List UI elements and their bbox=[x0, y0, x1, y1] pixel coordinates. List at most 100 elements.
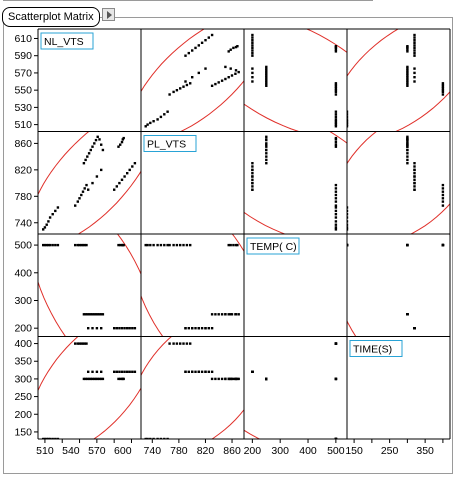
data-point bbox=[85, 342, 88, 345]
data-point bbox=[85, 243, 88, 247]
density-ellipse bbox=[347, 131, 450, 234]
data-point bbox=[115, 370, 118, 373]
data-point bbox=[334, 190, 338, 193]
data-point bbox=[156, 118, 159, 121]
data-point bbox=[189, 82, 192, 85]
data-point bbox=[81, 190, 85, 193]
data-point bbox=[413, 71, 416, 75]
data-point bbox=[224, 77, 227, 81]
data-point bbox=[334, 120, 338, 123]
data-point bbox=[87, 152, 91, 155]
data-point bbox=[120, 370, 124, 373]
data-point bbox=[441, 197, 445, 200]
data-point bbox=[234, 45, 238, 49]
data-point bbox=[126, 327, 129, 330]
data-point bbox=[91, 377, 94, 381]
x-tick-label: 860 bbox=[223, 445, 241, 457]
data-point bbox=[334, 437, 338, 439]
data-point bbox=[128, 327, 131, 330]
data-point bbox=[265, 76, 268, 79]
data-point bbox=[81, 243, 85, 247]
data-point bbox=[48, 437, 52, 439]
data-point bbox=[184, 54, 187, 57]
density-ellipse bbox=[141, 29, 244, 132]
data-point bbox=[334, 140, 338, 144]
data-point bbox=[251, 162, 254, 165]
data-point bbox=[84, 158, 87, 162]
data-point bbox=[101, 377, 105, 381]
data-point bbox=[74, 243, 77, 247]
y-tick-label: 510 bbox=[14, 119, 32, 131]
data-point bbox=[406, 48, 409, 51]
data-point bbox=[234, 69, 238, 72]
data-point bbox=[334, 83, 338, 87]
data-point bbox=[441, 193, 445, 197]
data-point bbox=[334, 193, 338, 197]
data-point bbox=[94, 313, 98, 316]
data-point bbox=[347, 220, 349, 223]
data-point bbox=[347, 123, 349, 126]
data-point bbox=[251, 80, 254, 83]
data-point bbox=[83, 187, 86, 190]
data-point bbox=[334, 145, 338, 148]
data-point bbox=[149, 437, 152, 439]
data-point bbox=[200, 41, 204, 44]
data-point bbox=[83, 342, 86, 345]
data-point bbox=[76, 200, 79, 203]
data-point bbox=[334, 125, 338, 128]
data-point bbox=[265, 145, 268, 148]
data-point bbox=[265, 155, 268, 158]
data-point bbox=[152, 437, 155, 439]
data-point bbox=[82, 313, 86, 316]
data-point bbox=[406, 152, 409, 155]
data-point bbox=[123, 370, 126, 373]
x-tick-label: 600 bbox=[114, 445, 132, 457]
data-point bbox=[89, 313, 92, 316]
data-point bbox=[197, 71, 200, 75]
data-point bbox=[187, 51, 190, 55]
data-point bbox=[406, 45, 409, 48]
data-point bbox=[224, 377, 227, 381]
data-point bbox=[144, 125, 147, 128]
data-point bbox=[100, 370, 103, 373]
data-point bbox=[98, 377, 101, 381]
data-point bbox=[251, 76, 254, 79]
scatterplot-matrix-tab[interactable]: Scatterplot Matrix bbox=[2, 7, 100, 27]
data-point bbox=[347, 110, 349, 113]
data-point bbox=[441, 183, 445, 187]
data-point bbox=[234, 72, 237, 75]
data-point bbox=[334, 228, 338, 231]
data-point bbox=[210, 84, 214, 87]
data-point bbox=[123, 175, 126, 178]
data-point bbox=[185, 83, 189, 87]
data-point bbox=[95, 175, 99, 178]
data-point bbox=[251, 49, 254, 52]
disclosure-arrow-icon[interactable] bbox=[102, 8, 115, 21]
y-tick-label: 300 bbox=[14, 295, 32, 307]
data-point bbox=[159, 243, 163, 247]
data-point bbox=[146, 243, 149, 247]
data-point bbox=[251, 54, 254, 57]
data-point bbox=[413, 185, 416, 188]
data-point bbox=[334, 45, 338, 48]
data-point bbox=[441, 89, 445, 92]
data-point bbox=[194, 370, 197, 373]
data-point bbox=[265, 143, 268, 146]
data-point bbox=[334, 223, 338, 226]
data-point bbox=[146, 437, 149, 439]
data-point bbox=[194, 46, 197, 50]
data-point bbox=[413, 172, 416, 175]
data-point bbox=[98, 313, 101, 316]
data-point bbox=[56, 243, 60, 247]
data-point bbox=[406, 138, 409, 141]
density-ellipse bbox=[244, 131, 347, 234]
data-point bbox=[413, 44, 416, 47]
data-point bbox=[347, 206, 349, 209]
data-point bbox=[406, 155, 409, 158]
data-point bbox=[413, 162, 416, 165]
data-point bbox=[168, 243, 171, 247]
data-point bbox=[82, 162, 86, 165]
data-point bbox=[251, 46, 254, 50]
data-point bbox=[187, 327, 190, 330]
data-point bbox=[131, 165, 134, 168]
